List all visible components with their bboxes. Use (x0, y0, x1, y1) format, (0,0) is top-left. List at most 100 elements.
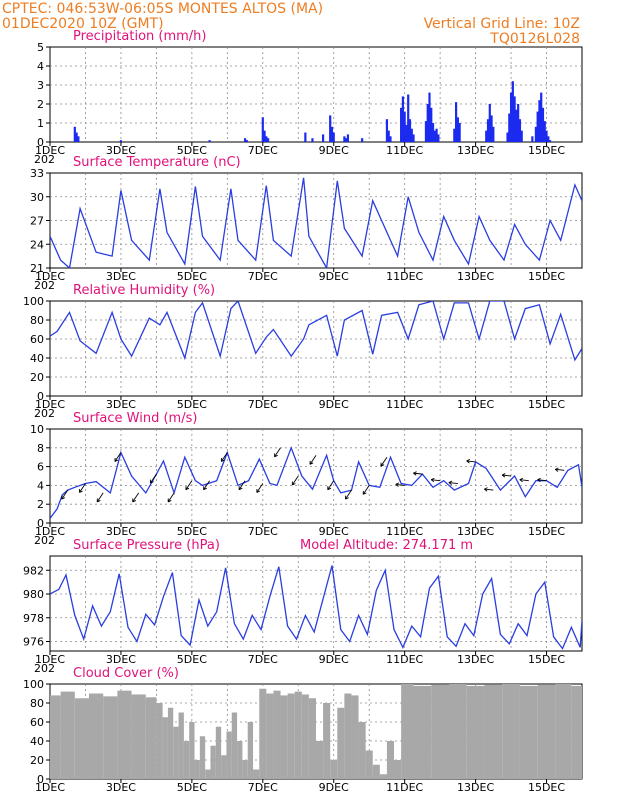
wind-arrow-head (167, 498, 172, 503)
x-tick-label: 13DEC (457, 398, 494, 411)
cloud-bar (401, 684, 414, 779)
x-tick-label: 11DEC (386, 398, 423, 411)
precip-bar (311, 138, 314, 142)
cloud-bar (215, 726, 222, 779)
precip-bar (119, 140, 123, 142)
cloud-bar (117, 690, 132, 779)
wind-arrow-head (395, 482, 400, 487)
x-tick-label: 1DEC (35, 398, 65, 411)
precip-bar (321, 134, 325, 142)
precip-bar (343, 136, 346, 142)
cloud-bar (74, 698, 90, 779)
cloud-panel: 0 20 40 60 80 100 1DEC 3DEC 5DEC 7DEC 9DEC 11DEC 13D… (23, 666, 583, 794)
wind-arrow-head (466, 459, 470, 464)
x-tick-label: 3DEC (106, 144, 136, 157)
cloud-bar (231, 712, 238, 779)
y-tick-label: 0 (37, 136, 44, 149)
cloud-title: Cloud Cover (%) (73, 666, 179, 681)
cloud-bar (323, 703, 331, 779)
x-year-stub: 202 (34, 153, 55, 166)
x-tick-label: 11DEC (386, 781, 423, 794)
wind-arrow (431, 479, 441, 482)
precip-bar (412, 134, 415, 142)
cloud-bar (372, 764, 380, 779)
cloud-bar (266, 693, 274, 779)
cloud-bar (194, 760, 200, 779)
x-tick-label: 9DEC (319, 525, 349, 538)
precip-bar (506, 132, 509, 142)
wind-arrow-head (220, 457, 225, 462)
precip-bar (488, 104, 491, 142)
cloud-bar (379, 774, 387, 779)
precip-bar (332, 132, 335, 142)
x-year-stub: 202 (34, 279, 55, 292)
cloud-bar (259, 688, 267, 779)
cloud-bar (344, 693, 352, 779)
x-tick-label: 5DEC (177, 270, 207, 283)
precip-bar (387, 130, 390, 142)
wind-arrow (150, 473, 157, 484)
precip-bar (511, 81, 514, 142)
precip-bar (490, 115, 493, 142)
y-tick-label: 2 (37, 98, 44, 111)
precip-bar (428, 92, 431, 142)
x-year-stub: 202 (34, 534, 55, 547)
wind-arrow (448, 482, 458, 484)
wind-arrow-head (203, 486, 207, 491)
y-tick-label: 24 (30, 238, 44, 251)
x-tick-label: 5DEC (177, 144, 207, 157)
x-tick-label: 9DEC (319, 398, 349, 411)
cloud-bar (413, 685, 432, 779)
cloud-bar (519, 685, 538, 779)
cloud-bar (237, 741, 243, 779)
precip-bar (361, 138, 364, 142)
x-tick-label: 3DEC (106, 270, 136, 283)
wind-arrow-head (309, 460, 314, 465)
x-tick-label: 13DEC (457, 270, 494, 283)
cloud-bar (131, 694, 146, 779)
temp-panel: 21 24 27 30 33 1DEC 3DEC 5DEC 7DEC 9DEC 11DEC 13DEC… (30, 155, 583, 292)
cloud-bar (242, 760, 248, 779)
precip-bar (265, 136, 268, 142)
wind-arrow-head (291, 481, 296, 486)
y-tick-label: 6 (37, 461, 44, 474)
precip-bar (515, 109, 518, 142)
x-tick-label: 5DEC (177, 653, 207, 666)
x-tick-label: 5DEC (177, 525, 207, 538)
precip-bar (389, 136, 392, 142)
cloud-bar (337, 707, 345, 779)
wind-arrow (362, 485, 370, 495)
cloud-bar (273, 690, 281, 779)
cloud-bar (173, 726, 179, 779)
wind-arrow-head (537, 477, 541, 483)
wind-arrow (413, 472, 423, 475)
precip-title: Precipitation (mm/h) (73, 29, 206, 44)
x-tick-label: 7DEC (248, 144, 278, 157)
cloud-bar (205, 769, 211, 779)
wind-arrow-head (96, 498, 101, 503)
precip-bar (545, 130, 548, 142)
wind-arrow (132, 492, 140, 503)
precip-bar (508, 113, 511, 142)
precip-bar (426, 104, 429, 142)
rh-panel: 0 20 40 60 80 100 1DEC 3DEC 5DEC 7DEC 9DEC 11DEC 13D… (23, 283, 583, 420)
precip-bar (531, 136, 534, 142)
precip-bar (453, 128, 456, 142)
cloud-bar (189, 722, 195, 779)
precip-bar (405, 124, 408, 142)
wind-arrow-head (114, 457, 119, 462)
cloud-bar (89, 693, 104, 779)
cloud-bar (199, 736, 206, 779)
wind-arrow (96, 492, 104, 503)
precip-bar (437, 134, 440, 142)
cloud-bar (330, 760, 338, 779)
y-tick-label: 1 (37, 117, 44, 130)
y-tick-label: 60 (30, 333, 44, 346)
temp-series-line (50, 177, 582, 268)
cloud-bar (103, 696, 118, 779)
wind-arrow-head (185, 486, 190, 491)
y-tick-label: 40 (30, 352, 44, 365)
precip-bar (304, 132, 307, 142)
wind-arrow-head (484, 487, 488, 492)
cloud-bar (466, 685, 485, 779)
